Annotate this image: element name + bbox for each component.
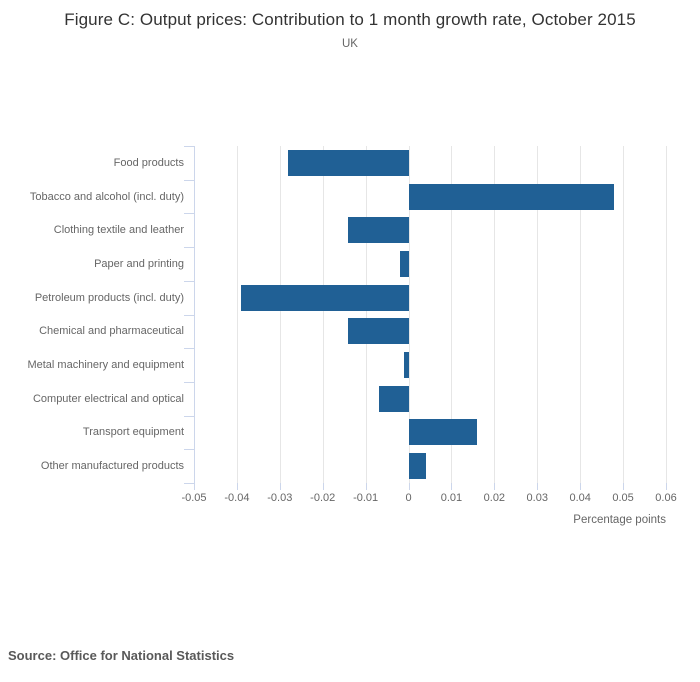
category-label: Computer electrical and optical	[32, 393, 184, 405]
y-axis-tick	[184, 382, 194, 383]
category-label: Tobacco and alcohol (incl. duty)	[29, 191, 184, 203]
y-axis-tick	[184, 315, 194, 316]
y-axis-tick	[184, 416, 194, 417]
x-tick-label: 0.03	[526, 492, 548, 504]
category-label: Clothing textile and leather	[53, 224, 184, 236]
y-axis-tick	[184, 146, 194, 147]
category-label: Metal machinery and equipment	[27, 359, 184, 371]
x-gridline	[236, 146, 238, 483]
y-axis-tick	[184, 281, 194, 282]
x-axis-tick	[451, 483, 453, 490]
bar-other-manufactured-products[interactable]	[408, 453, 426, 479]
bar-paper-and-printing[interactable]	[399, 251, 409, 277]
x-axis-tick	[623, 483, 625, 490]
x-axis-tick	[666, 483, 667, 490]
x-tick-label: 0.01	[440, 492, 463, 504]
x-tick-label: -0.05	[181, 492, 207, 504]
x-gridline	[408, 146, 410, 483]
y-axis-line	[194, 146, 195, 483]
x-tick-label: 0.02	[483, 492, 506, 504]
y-axis-tick	[184, 483, 194, 484]
x-gridline	[666, 146, 667, 483]
x-gridline	[623, 146, 625, 483]
x-gridline	[537, 146, 539, 483]
x-axis-tick	[580, 483, 582, 490]
category-label: Petroleum products (incl. duty)	[34, 292, 184, 304]
x-axis-tick	[494, 483, 496, 490]
x-axis-tick	[279, 483, 281, 490]
x-gridline	[451, 146, 453, 483]
x-axis-tick	[236, 483, 238, 490]
x-tick-label: -0.04	[224, 492, 250, 504]
x-gridline	[322, 146, 324, 483]
category-label: Chemical and pharmaceutical	[39, 325, 184, 337]
category-label: Transport equipment	[82, 426, 184, 438]
x-axis-tick	[537, 483, 539, 490]
x-gridline	[580, 146, 582, 483]
y-axis-tick	[184, 449, 194, 450]
category-label: Other manufactured products	[40, 460, 184, 472]
chart-subtitle: UK	[342, 38, 358, 50]
x-gridline	[279, 146, 281, 483]
bar-transport-equipment[interactable]	[408, 419, 478, 445]
x-tick-label: -0.02	[310, 492, 336, 504]
x-tick-label: 0.05	[612, 492, 634, 504]
x-axis-tick	[194, 483, 195, 490]
bar-clothing-textile-and-leather[interactable]	[348, 217, 409, 243]
y-axis-tick	[184, 348, 194, 349]
plot-area: -0.05 -0.04 -0.03 -0.02 -0.01 0 0.01 0.02 0.03 0.…	[27, 146, 677, 526]
source-note: Source: Office for National Statistics	[8, 648, 235, 663]
bar-food-products[interactable]	[288, 150, 409, 176]
bar-tobacco-and-alcohol-incl-duty[interactable]	[408, 184, 615, 210]
x-axis-tick	[408, 483, 410, 490]
chart-title: Figure C: Output prices: Contribution to…	[64, 10, 636, 29]
y-axis-tick	[184, 247, 194, 248]
x-axis-title: Percentage points	[573, 514, 666, 526]
x-axis-tick	[322, 483, 324, 490]
y-axis-tick	[184, 213, 194, 214]
x-tick-label: 0.06	[655, 492, 677, 504]
x-gridline	[494, 146, 496, 483]
bar-chemical-and-pharmaceutical[interactable]	[348, 318, 409, 344]
y-axis-tick	[184, 180, 194, 181]
x-tick-label: -0.03	[267, 492, 293, 504]
x-tick-label: 0	[405, 492, 412, 504]
x-axis-tick	[365, 483, 367, 490]
bar-petroleum-products-incl-duty[interactable]	[241, 285, 409, 311]
x-gridline	[365, 146, 367, 483]
category-label: Paper and printing	[94, 258, 184, 270]
category-label: Food products	[113, 157, 184, 169]
x-tick-label: -0.01	[353, 492, 379, 504]
bar-metal-machinery-and-equipment[interactable]	[404, 352, 409, 378]
bar-computer-electrical-and-optical[interactable]	[378, 386, 409, 412]
x-tick-label: 0.04	[569, 492, 591, 504]
